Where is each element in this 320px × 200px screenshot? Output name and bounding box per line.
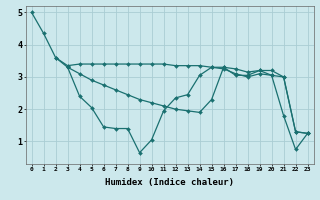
- X-axis label: Humidex (Indice chaleur): Humidex (Indice chaleur): [105, 178, 234, 187]
